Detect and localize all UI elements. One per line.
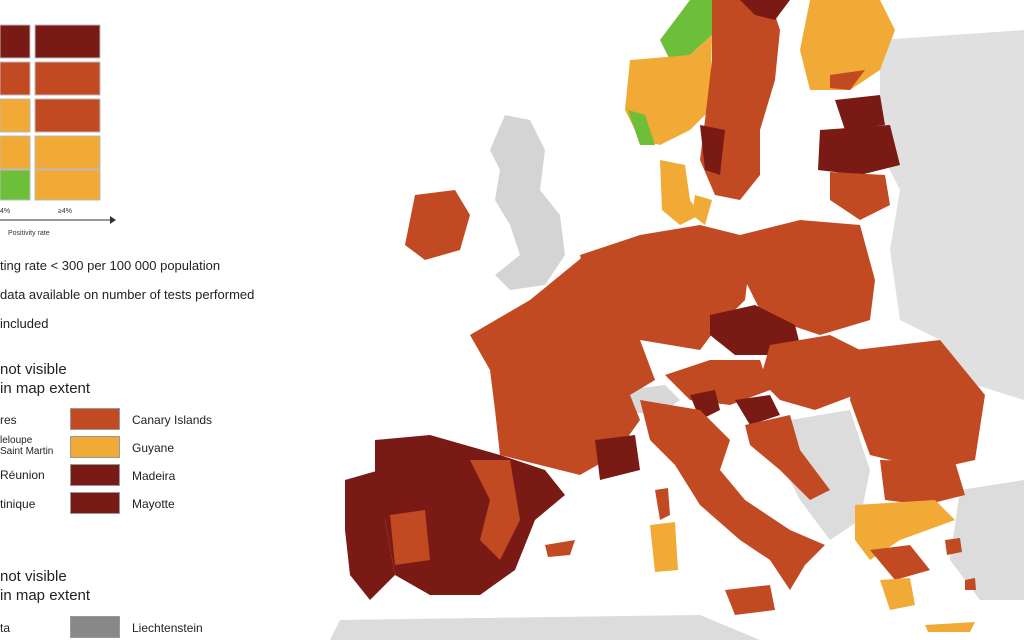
sweden-south-darkred (700, 125, 725, 175)
norway-green (660, 0, 720, 60)
legend-matrix (0, 24, 116, 224)
swatch-madeira (70, 464, 120, 486)
legend-note-no-data: data available on number of tests perfor… (0, 287, 255, 302)
poland (740, 220, 875, 335)
outermost-right-4: Mayotte (132, 497, 175, 511)
austria (665, 360, 770, 405)
latvia (818, 125, 900, 175)
outermost-left-5: tinique (0, 497, 36, 511)
uk-region (490, 115, 565, 290)
matrix-x-tick-1: 4% (0, 208, 11, 215)
matrix-x-tick-2: ≥4% (58, 208, 72, 215)
denmark (660, 160, 700, 225)
greece-central (870, 545, 930, 580)
outermost-right-3: Madeira (132, 469, 176, 483)
balkans-grey (780, 410, 870, 540)
slovenia-darkred (735, 395, 780, 425)
norway-orange (625, 35, 712, 145)
finland-south (830, 70, 865, 90)
greece-peloponnese (880, 578, 915, 610)
greece-north (855, 500, 955, 560)
legend-note-testing: ting rate < 300 per 100 000 population (0, 258, 221, 273)
crete (925, 622, 975, 632)
sardinia (650, 522, 678, 572)
slovakia-hungary (760, 335, 860, 410)
africa-grey (330, 615, 760, 640)
bulgaria (880, 460, 965, 505)
france-southeast-darkred (595, 435, 640, 480)
outermost-heading-2: in map extent (0, 380, 91, 397)
aegean-islands (945, 538, 976, 590)
sicily (725, 585, 775, 615)
outermost-left-4: Réunion (0, 468, 45, 482)
matrix-x-label: Positivity rate (8, 230, 50, 237)
czechia (710, 305, 800, 355)
swatch-canary (70, 408, 120, 430)
romania (850, 340, 985, 470)
finland (800, 0, 895, 90)
sweden-darkred (740, 0, 790, 20)
legend-note-not-included: included (0, 316, 49, 331)
ireland (405, 190, 470, 260)
balearics (545, 540, 575, 557)
swatch-mayotte (70, 492, 120, 514)
turkey-grey (950, 480, 1024, 600)
swatch-guyane (70, 436, 120, 458)
small-heading-2: in map extent (0, 587, 91, 604)
outermost-right-2: Guyane (132, 441, 175, 455)
russia-east-grey (880, 30, 1024, 400)
small-heading-1: not visible (0, 568, 67, 585)
spain-central-red (390, 510, 430, 565)
lithuania (830, 172, 890, 220)
spain-red-regions (470, 460, 520, 560)
outermost-left-2: leloupe (0, 435, 33, 446)
outermost-left-3: Saint Martin (0, 446, 54, 457)
small-right-1: Liechtenstein (132, 621, 203, 635)
outermost-left-1: res (0, 413, 17, 427)
outermost-heading-1: not visible (0, 361, 67, 378)
norway-south-green (628, 110, 655, 145)
portugal (345, 470, 395, 600)
estonia (835, 95, 885, 130)
corsica (655, 488, 670, 520)
italy (640, 400, 825, 590)
france (470, 255, 655, 475)
denmark-islands (692, 195, 712, 225)
swatch-liechtenstein (70, 616, 120, 638)
outermost-right-1: Canary Islands (132, 413, 213, 427)
small-left-1: ta (0, 621, 11, 635)
croatia (745, 415, 830, 500)
